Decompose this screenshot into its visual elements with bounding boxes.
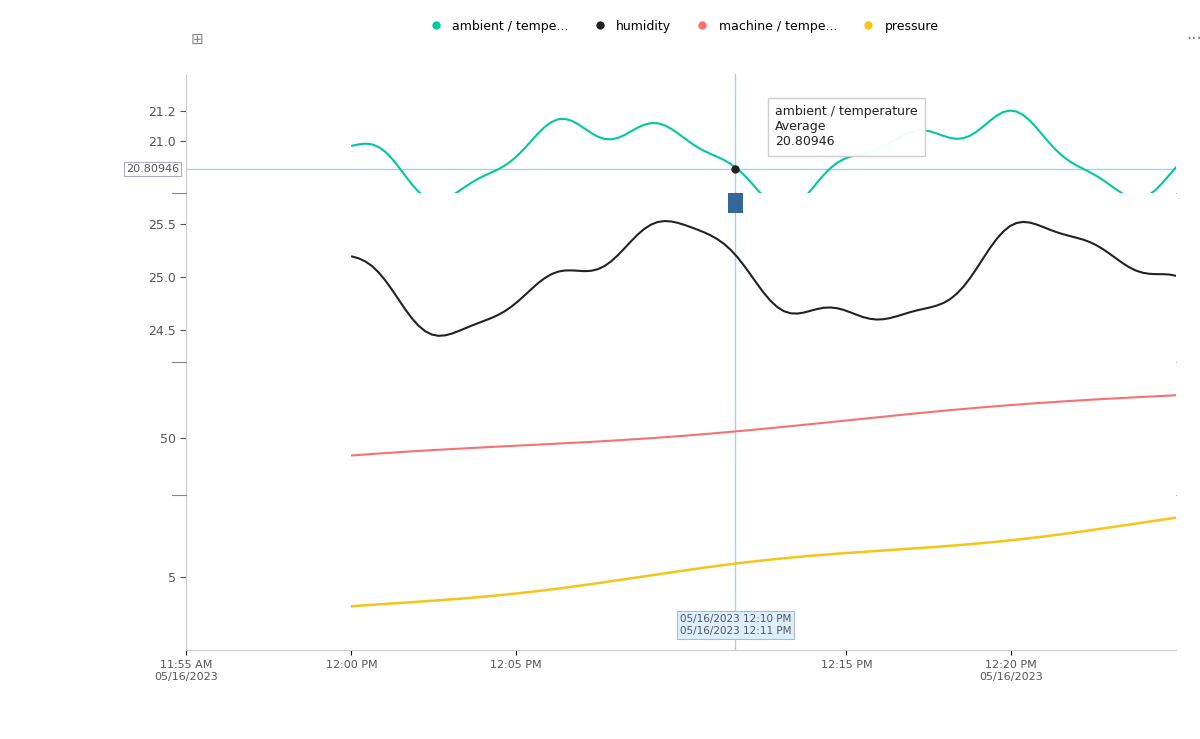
FancyBboxPatch shape bbox=[727, 193, 743, 213]
Text: ambient / temperature
Average
20.80946: ambient / temperature Average 20.80946 bbox=[775, 105, 918, 148]
Text: 20.80946: 20.80946 bbox=[126, 164, 179, 174]
Text: ⊞: ⊞ bbox=[191, 33, 204, 47]
Point bbox=[726, 163, 745, 175]
Text: 05/16/2023 12:10 PM
05/16/2023 12:11 PM: 05/16/2023 12:10 PM 05/16/2023 12:11 PM bbox=[679, 614, 791, 636]
Legend: ambient / tempe..., humidity, machine / tempe..., pressure: ambient / tempe..., humidity, machine / … bbox=[419, 15, 943, 38]
Text: ···: ··· bbox=[1186, 30, 1200, 48]
